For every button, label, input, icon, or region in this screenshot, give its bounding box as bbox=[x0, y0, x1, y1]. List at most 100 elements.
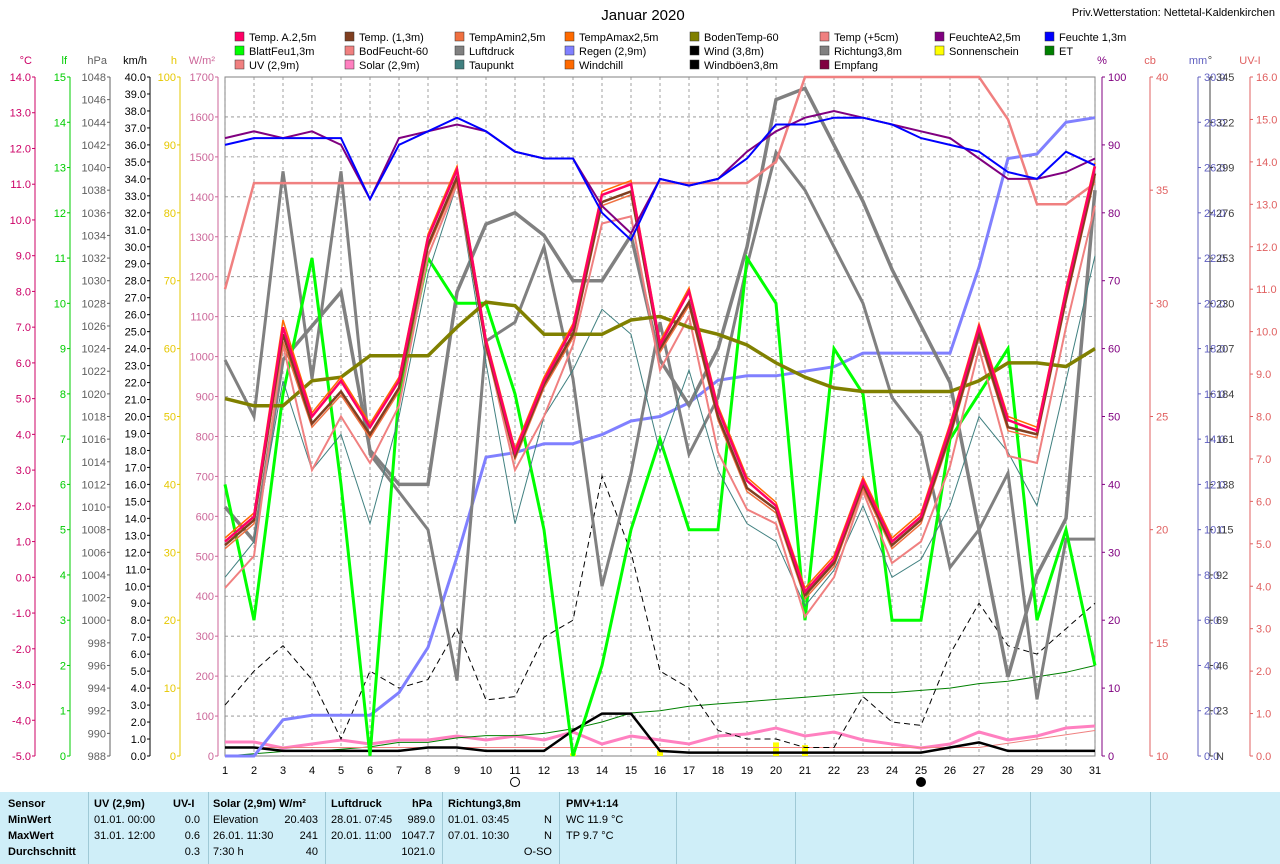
x-tick-label: 17 bbox=[683, 765, 695, 777]
axis-unit-label: UV-I bbox=[1239, 55, 1260, 67]
axis-tick-label: 1034 bbox=[82, 230, 106, 242]
stats-header-uv-unit: UV-I bbox=[173, 798, 195, 810]
axis-tick-label: 1042 bbox=[82, 140, 106, 152]
x-tick-label: 13 bbox=[567, 765, 579, 777]
axis-tick-label: 1044 bbox=[82, 117, 106, 129]
axis-tick-label: 1026 bbox=[82, 321, 106, 333]
axis-tick-label: 3.0 bbox=[16, 465, 31, 477]
axis-tick-label: 6 bbox=[60, 479, 66, 491]
axis-unit-label: lf bbox=[62, 55, 68, 67]
axis-unit-label: h bbox=[171, 55, 177, 67]
legend-swatch bbox=[344, 59, 355, 70]
axis-tick-label: 16.0 bbox=[1256, 72, 1277, 84]
axis-tick-label: 3.0 bbox=[131, 700, 146, 712]
axis-tick-label: 12.0 bbox=[1204, 479, 1225, 491]
axis-tick-label: 46 bbox=[1216, 660, 1228, 672]
legend-swatch bbox=[454, 31, 465, 42]
axis-tick-label: 20.0 bbox=[125, 412, 146, 424]
x-tick-label: 6 bbox=[367, 765, 373, 777]
legend-label: Regen (2,9m) bbox=[579, 46, 646, 58]
axis-tick-label: 16.0 bbox=[125, 479, 146, 491]
axis-tick-label: 26.0 bbox=[125, 310, 146, 322]
stats-pressure-value: 989.0 bbox=[407, 814, 435, 826]
axis-tick-label: 345 bbox=[1216, 72, 1234, 84]
axis-tick-label: 15 bbox=[54, 72, 66, 84]
stats-header-solar: Solar (2,9m) W/m² bbox=[213, 798, 306, 810]
axis-tick-label: 9.0 bbox=[1256, 369, 1271, 381]
legend-label: Taupunkt bbox=[469, 60, 514, 72]
stats-solar-value: 40 bbox=[305, 846, 318, 858]
axis-tick-label: 253 bbox=[1216, 253, 1234, 265]
axis-tick-label: 998 bbox=[88, 638, 106, 650]
axis-tick-label: 5 bbox=[60, 525, 66, 537]
axis-tick-label: 990 bbox=[88, 728, 106, 740]
axis-tick-label: 1 bbox=[60, 706, 66, 718]
axis-tick-label: 69 bbox=[1216, 615, 1228, 627]
series bbox=[223, 75, 1097, 758]
legend-swatch bbox=[564, 45, 575, 56]
legend-swatch bbox=[934, 31, 945, 42]
axis-tick-label: 0.0 bbox=[131, 751, 146, 763]
axis-tick-label: 1030 bbox=[82, 276, 106, 288]
axis-tick-label: 322 bbox=[1216, 117, 1234, 129]
axis-tick-label: 400 bbox=[196, 591, 214, 603]
legend-swatch bbox=[454, 59, 465, 70]
x-tick-label: 21 bbox=[799, 765, 811, 777]
axis-tick-label: 200 bbox=[196, 671, 214, 683]
x-tick-label: 27 bbox=[973, 765, 985, 777]
axis-tick-label: 2.0 bbox=[16, 501, 31, 513]
axis-tick-label: 8.0 bbox=[131, 615, 146, 627]
axis-unit-label: hPa bbox=[87, 55, 107, 67]
axis-tick-label: 15 bbox=[1156, 638, 1168, 650]
legend-label: BlattFeu1,3m bbox=[249, 46, 314, 58]
axis-tick-label: 13.0 bbox=[125, 530, 146, 542]
x-tick-label: 22 bbox=[828, 765, 840, 777]
axis-tick-label: 2.0 bbox=[1204, 706, 1219, 718]
axis-tick-label: 33.0 bbox=[125, 191, 146, 203]
stats-solar-value: 241 bbox=[299, 830, 318, 842]
legend-label: Temp (+5cm) bbox=[834, 32, 899, 44]
axis-tick-label: 22.0 bbox=[1204, 253, 1225, 265]
axis-tick-label: 100 bbox=[158, 72, 176, 84]
axis-tick-label: 1048 bbox=[82, 72, 106, 84]
legend-swatch bbox=[344, 45, 355, 56]
axis-unit-label: km/h bbox=[123, 55, 147, 67]
x-tick-label: 19 bbox=[741, 765, 753, 777]
axis-tick-label: 1300 bbox=[190, 232, 214, 244]
legend-swatch bbox=[1044, 45, 1055, 56]
axes: °C14.013.012.011.010.09.08.07.06.05.04.0… bbox=[10, 55, 1278, 763]
axis-tick-label: 0 bbox=[60, 751, 66, 763]
legend-item: TempAmin2,5m bbox=[454, 31, 545, 44]
legend-item: ET bbox=[1044, 45, 1073, 58]
legend-label: Temp. (1,3m) bbox=[359, 32, 424, 44]
axis-tick-label: 1600 bbox=[190, 112, 214, 124]
axis-tick-label: 1038 bbox=[82, 185, 106, 197]
axis-tick-label: 40 bbox=[164, 479, 176, 491]
axis-tick-label: 10 bbox=[1156, 751, 1168, 763]
axis-tick-label: 2 bbox=[60, 660, 66, 672]
axis-tick-label: 0.0 bbox=[1256, 751, 1271, 763]
x-tick-label: 3 bbox=[280, 765, 286, 777]
legend-label: Wind (3,8m) bbox=[704, 46, 764, 58]
axis-tick-label: 1004 bbox=[82, 570, 106, 582]
axis-tick-label: 1032 bbox=[82, 253, 106, 265]
axis-tick-label: 29.0 bbox=[125, 259, 146, 271]
axis-tick-label: -3.0 bbox=[12, 680, 31, 692]
axis-tick-label: 19.0 bbox=[125, 428, 146, 440]
axis-tick-label: 40 bbox=[1108, 479, 1120, 491]
stats-pmv-value: TP 9.7 °C bbox=[566, 830, 614, 842]
moon-new-icon bbox=[916, 777, 926, 787]
axis-tick-label: 40 bbox=[1156, 72, 1168, 84]
axis-tick-label: 10.0 bbox=[125, 581, 146, 593]
legend-swatch bbox=[234, 45, 245, 56]
axis-tick-label: 1700 bbox=[190, 72, 214, 84]
axis-tick-label: 1000 bbox=[82, 615, 106, 627]
axis-unit-label: W/m² bbox=[189, 55, 216, 67]
axis-tick-label: 5.0 bbox=[16, 394, 31, 406]
axis-tick-label: 30 bbox=[1156, 298, 1168, 310]
axis-tick-label: 3.0 bbox=[1256, 624, 1271, 636]
legend-item: BlattFeu1,3m bbox=[234, 45, 314, 58]
legend-label: Luftdruck bbox=[469, 46, 515, 58]
legend-swatch bbox=[1044, 31, 1055, 42]
axis-tick-label: 1000 bbox=[190, 352, 214, 364]
